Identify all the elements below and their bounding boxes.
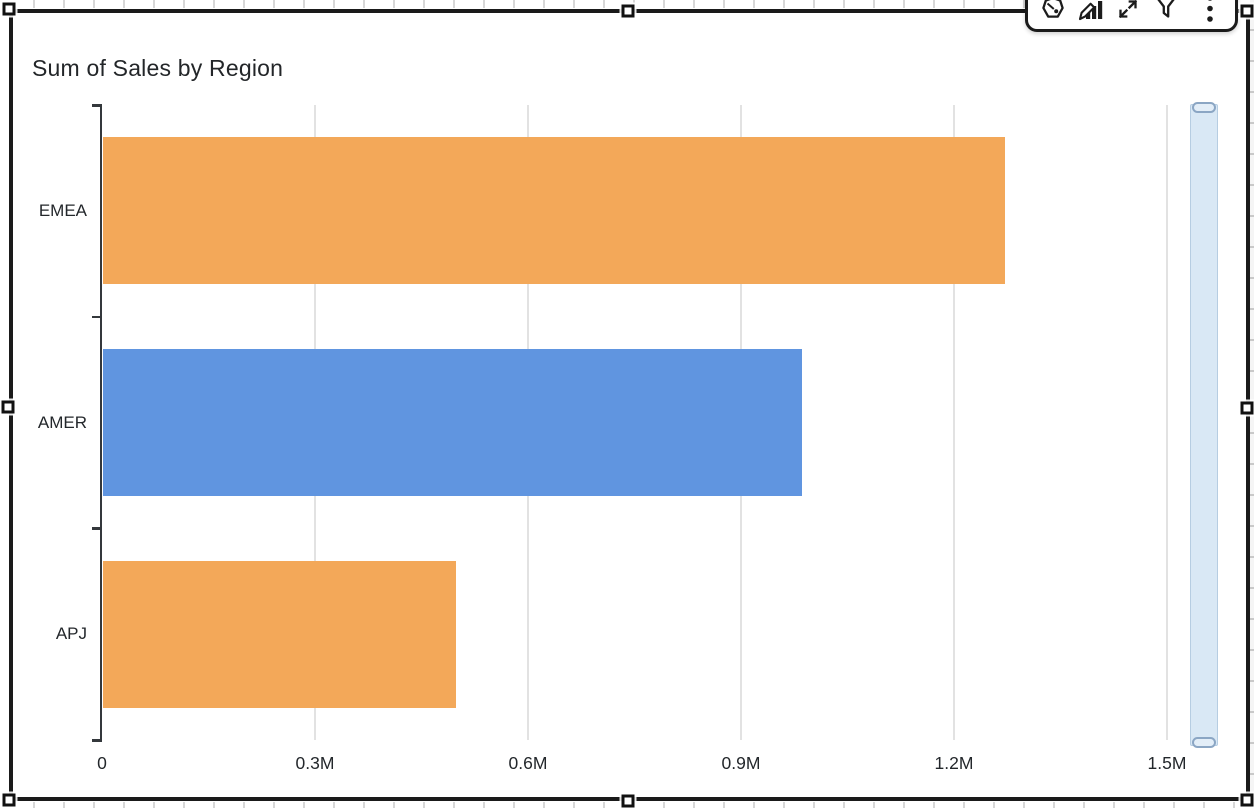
resize-handle-bottom-left[interactable] [0,791,18,808]
x-tick-label: 0.9M [721,753,761,773]
resize-handle-middle-left[interactable] [0,398,17,416]
insights-button[interactable] [1038,0,1068,22]
insights-badge-icon [1040,0,1066,22]
axis-tick [91,315,102,319]
scrollbar-handle-bottom[interactable] [1192,737,1216,748]
filter-icon [1153,0,1179,22]
x-tick-label: 0.6M [508,753,548,773]
axis-tick [91,104,102,107]
axis-tick [91,739,102,742]
gridline [953,105,955,740]
canvas-grid-top [5,0,1254,8]
scrollbar-handle-top[interactable] [1192,102,1216,113]
visual-menu-button[interactable] [1195,0,1225,22]
axis-tick [91,527,102,530]
resize-handle-top-left[interactable] [0,0,18,18]
resize-handle-top-right[interactable] [1238,2,1254,20]
y-axis-line [99,105,102,742]
resize-handle-middle-right[interactable] [1238,399,1254,417]
resize-handle-bottom-center[interactable] [619,792,637,808]
x-tick-label: 0.3M [295,753,335,773]
resize-handle-top-center[interactable] [619,2,637,20]
category-label: APJ [55,624,87,644]
bar-apj[interactable] [103,560,456,708]
category-label: EMEA [38,200,87,220]
maximize-visual-icon [1115,0,1141,22]
x-tick-label: 0 [97,753,107,773]
resize-handle-bottom-right[interactable] [1238,791,1254,808]
x-tick-label: 1.5M [1147,753,1187,773]
chart-zoom-scrollbar[interactable] [1190,102,1218,748]
menu-kebab-icon [1197,0,1223,22]
filter-button[interactable] [1151,0,1181,22]
gridline [1166,105,1168,740]
category-label: AMER [37,412,87,432]
x-tick-label: 1.2M [934,753,974,773]
edit-visual-button[interactable] [1076,0,1106,22]
edit-visual-icon [1078,0,1104,22]
visual-title: Sum of Sales by Region [32,55,284,81]
bar-emea[interactable] [103,137,1005,285]
visual-toolbar [1025,0,1238,32]
bar-amer[interactable] [103,349,803,496]
maximize-visual-button[interactable] [1114,0,1144,22]
